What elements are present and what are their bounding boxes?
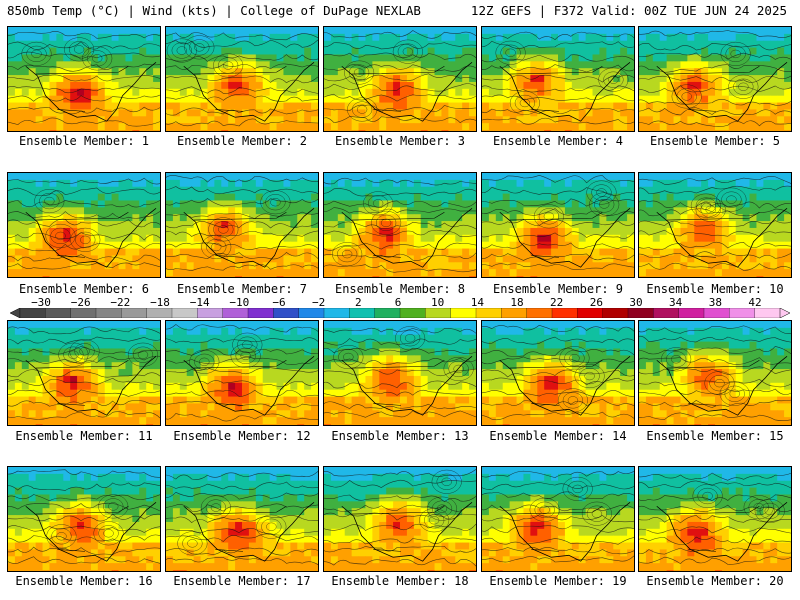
colorbar-tick-label: 34 [669,296,683,309]
ensemble-member-label: Ensemble Member: 6 [18,282,150,296]
ensemble-member-label: Ensemble Member: 17 [173,574,311,588]
colorbar-segment [349,308,376,318]
ensemble-member-label: Ensemble Member: 10 [646,282,784,296]
colorbar-segment [95,308,122,318]
colorbar-max-arrow [779,308,790,318]
colorbar-segment [754,308,781,318]
colorbar-tick-label: 18 [510,296,524,309]
colorbar-segment [298,308,325,318]
ensemble-member-label: Ensemble Member: 19 [489,574,627,588]
ensemble-member-map [7,172,161,278]
colorbar-segment [323,308,350,318]
colorbar-tick-label: −22 [110,296,131,309]
ensemble-member-map [7,466,161,572]
colorbar-segment [602,308,629,318]
colorbar-tick-label: −2 [312,296,326,309]
colorbar-segment [729,308,756,318]
colorbar-segment [273,308,300,318]
ensemble-member-map [323,26,477,132]
colorbar-tick-label: 10 [431,296,445,309]
ensemble-member-map [481,26,635,132]
colorbar-segment [501,308,528,318]
colorbar-tick-labels: −30 −26 −22 −18 −14 −10 −6 −2 2 6 10 14 18 22 26 30 34 38… [0,296,800,309]
colorbar-tick-label: 2 [355,296,362,309]
ensemble-member-map [481,172,635,278]
colorbar-tick-label: 22 [550,296,564,309]
colorbar-segment [197,308,224,318]
ensemble-member-map [481,466,635,572]
ensemble-member-map [165,466,319,572]
run-valid-time: 12Z GEFS | F372 Valid: 00Z TUE JUN 24 20… [470,3,787,18]
ensemble-member-label: Ensemble Member: 14 [489,429,627,443]
colorbar-segment [653,308,680,318]
colorbar-segment [526,308,553,318]
colorbar-tick-label: 26 [589,296,603,309]
colorbar-segment [247,308,274,318]
ensemble-member-map [323,320,477,426]
ensemble-member-label: Ensemble Member: 1 [18,134,150,148]
colorbar-segment [703,308,730,318]
colorbar-segment [425,308,452,318]
ensemble-member-label: Ensemble Member: 18 [331,574,469,588]
ensemble-member-map [7,26,161,132]
ensemble-member-map [638,466,792,572]
colorbar-segment [19,308,46,318]
colorbar-segment [121,308,148,318]
ensemble-member-map [323,466,477,572]
ensemble-member-label: Ensemble Member: 5 [649,134,781,148]
colorbar-tick-label: 14 [470,296,484,309]
ensemble-member-map [638,320,792,426]
ensemble-member-map [165,26,319,132]
colorbar-segment [222,308,249,318]
ensemble-member-label: Ensemble Member: 16 [15,574,153,588]
colorbar-segment [45,308,72,318]
ensemble-member-map [7,320,161,426]
ensemble-member-label: Ensemble Member: 15 [646,429,784,443]
ensemble-member-label: Ensemble Member: 11 [15,429,153,443]
colorbar-segment [146,308,173,318]
colorbar-segment [551,308,578,318]
colorbar-tick-label: 30 [629,296,643,309]
colorbar-segment [577,308,604,318]
temperature-colorbar [10,308,790,318]
ensemble-member-label: Ensemble Member: 13 [331,429,469,443]
colorbar-min-arrow [10,308,21,318]
ensemble-member-label: Ensemble Member: 9 [492,282,624,296]
colorbar-tick-label: 6 [394,296,402,309]
colorbar-segment [171,308,198,318]
ensemble-member-label: Ensemble Member: 2 [176,134,308,148]
colorbar-segment [399,308,426,318]
ensemble-member-label: Ensemble Member: 7 [176,282,308,296]
colorbar-segment [627,308,654,318]
colorbar-tick-label: −30 [31,296,51,309]
ensemble-member-map [323,172,477,278]
colorbar-tick-label: −6 [272,296,286,309]
colorbar-tick-label: 38 [708,296,722,309]
ensemble-member-label: Ensemble Member: 20 [646,574,784,588]
colorbar-segment [70,308,97,318]
ensemble-member-map [638,26,792,132]
colorbar-segment [678,308,705,318]
ensemble-member-map [165,320,319,426]
ensemble-member-label: Ensemble Member: 8 [334,282,466,296]
ensemble-member-map [638,172,792,278]
colorbar-tick-label: 42 [748,296,762,309]
colorbar-segment [374,308,401,318]
ensemble-member-label: Ensemble Member: 3 [334,134,466,148]
ensemble-member-map [481,320,635,426]
colorbar-tick-label: −14 [189,296,210,309]
ensemble-member-label: Ensemble Member: 4 [492,134,624,148]
chart-title: 850mb Temp (°C) | Wind (kts) | College o… [7,3,421,18]
colorbar-segment [450,308,477,318]
colorbar-tick-label: −26 [70,296,91,309]
colorbar-tick-label: −18 [150,296,170,309]
colorbar-tick-label: −10 [229,296,250,309]
ensemble-member-label: Ensemble Member: 12 [173,429,311,443]
colorbar-segment [475,308,502,318]
ensemble-member-map [165,172,319,278]
